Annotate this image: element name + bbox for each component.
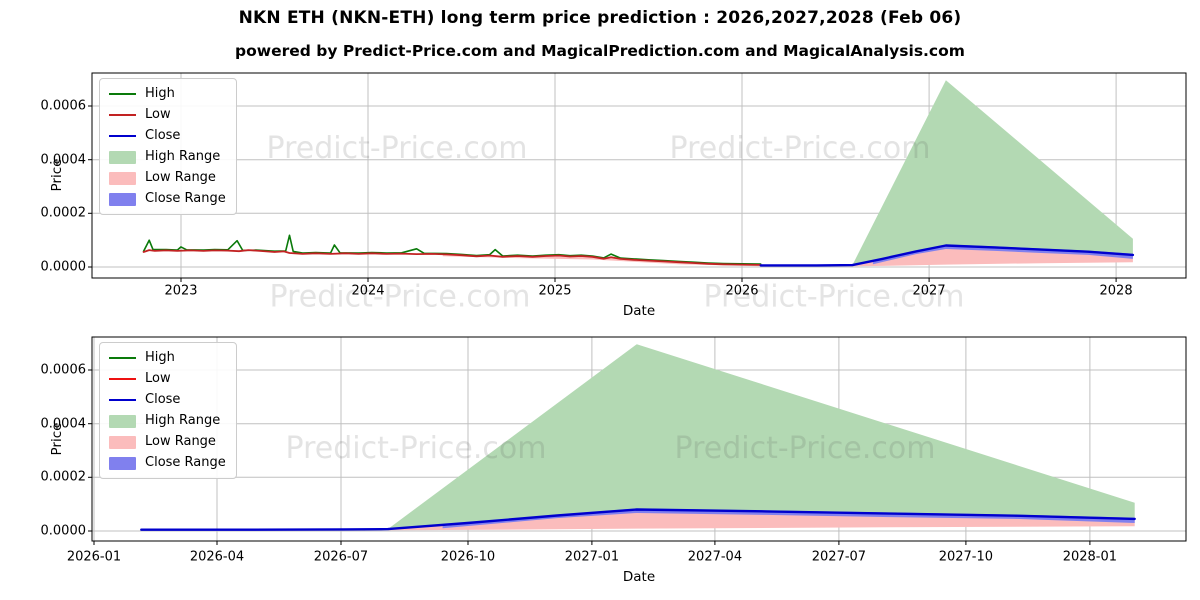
legend-line-swatch [109, 135, 136, 137]
legend-label: High Range [145, 413, 221, 428]
y-tick-label: 0.0004 [40, 152, 87, 168]
legend-label: Low [145, 107, 171, 122]
legend-item-low: Low [109, 371, 226, 387]
axes-border [91, 336, 1187, 542]
legend-line-swatch [109, 399, 136, 401]
low-range-area [442, 246, 1133, 267]
legend: High Low Close High Range Low Range Close Ran… [99, 342, 237, 479]
legend-item-close: Close [109, 128, 226, 144]
legend-item-close: Close [109, 392, 226, 408]
legend-patch-swatch [109, 192, 136, 206]
low-line [142, 249, 762, 266]
x-tick-label: 2028-01 [1062, 549, 1118, 565]
x-tick-label: 2027 [912, 283, 946, 299]
y-tick-label: 0.0000 [40, 259, 87, 275]
x-axis-label: Date [622, 303, 656, 319]
x-axis-label: Date [622, 569, 656, 585]
x-tick-label: 2023 [164, 283, 198, 299]
legend-patch-swatch [109, 171, 136, 185]
high-range-area [387, 344, 1135, 530]
legend-patch-swatch [109, 414, 136, 428]
legend-line-swatch [109, 378, 136, 380]
y-tick-label: 0.0004 [40, 416, 87, 432]
watermark: Predict-Price.com [269, 279, 531, 315]
high-range-area [852, 80, 1133, 266]
legend-label: Low Range [145, 434, 216, 449]
legend-line-swatch [109, 357, 136, 359]
legend-label: Close Range [145, 191, 226, 206]
legend-label: Close Range [145, 455, 226, 470]
legend-patch-swatch [109, 435, 136, 449]
legend-item-close-range: Close Range [109, 455, 226, 471]
legend-label: Close [145, 128, 181, 143]
x-tick-label: 2028 [1099, 283, 1133, 299]
x-tick-label: 2026-01 [66, 549, 122, 565]
watermark: Predict-Price.com [703, 279, 965, 315]
y-tick-label: 0.0006 [40, 362, 87, 378]
legend-item-low: Low [109, 107, 226, 123]
legend-label: Low [145, 371, 171, 386]
legend-patch-swatch [109, 150, 136, 164]
y-tick-label: 0.0002 [40, 469, 87, 485]
chart-subtitle: powered by Predict-Price.com and Magical… [235, 42, 965, 60]
watermark: Predict-Price.com [267, 131, 528, 166]
legend-label: High Range [145, 149, 221, 164]
close-range-area [872, 244, 1133, 265]
legend-item-low-range: Low Range [109, 434, 226, 450]
y-tick-label: 0.0006 [40, 98, 87, 114]
legend: High Low Close High Range Low Range Close Ran… [99, 78, 237, 215]
x-tick-label: 2027-10 [938, 549, 994, 565]
legend-item-close-range: Close Range [109, 191, 226, 207]
x-tick-label: 2024 [351, 283, 385, 299]
x-tick-label: 2025 [538, 283, 572, 299]
x-tick-label: 2027-01 [564, 549, 620, 565]
x-tick-label: 2027-07 [811, 549, 867, 565]
axes-border [91, 72, 1187, 279]
legend-patch-swatch [109, 456, 136, 470]
watermark: Predict-Price.com [286, 431, 547, 466]
legend-item-high-range: High Range [109, 149, 226, 165]
legend-label: High [145, 350, 175, 365]
x-tick-label: 2026-07 [313, 549, 369, 565]
legend-item-low-range: Low Range [109, 170, 226, 186]
legend-item-high-range: High Range [109, 413, 226, 429]
legend-label: High [145, 86, 175, 101]
x-tick-label: 2026-04 [189, 549, 245, 565]
legend-line-swatch [109, 114, 136, 116]
watermark: Predict-Price.com [675, 431, 936, 466]
y-tick-label: 0.0000 [40, 523, 87, 539]
close-range-area [442, 508, 1135, 529]
legend-label: Low Range [145, 170, 216, 185]
watermark: Predict-Price.com [670, 131, 931, 166]
legend-line-swatch [109, 93, 136, 95]
x-tick-label: 2026-10 [440, 549, 496, 565]
close-line [759, 244, 1135, 267]
x-tick-label: 2027-04 [687, 549, 743, 565]
y-axis-label: Price [49, 422, 65, 456]
legend-label: Close [145, 392, 181, 407]
y-tick-label: 0.0002 [40, 205, 87, 221]
legend-item-high: High [109, 86, 226, 102]
chart-title: NKN ETH (NKN-ETH) long term price predic… [238, 8, 962, 28]
legend-item-high: High [109, 350, 226, 366]
x-tick-label: 2026 [725, 283, 759, 299]
close-line [140, 508, 1136, 531]
